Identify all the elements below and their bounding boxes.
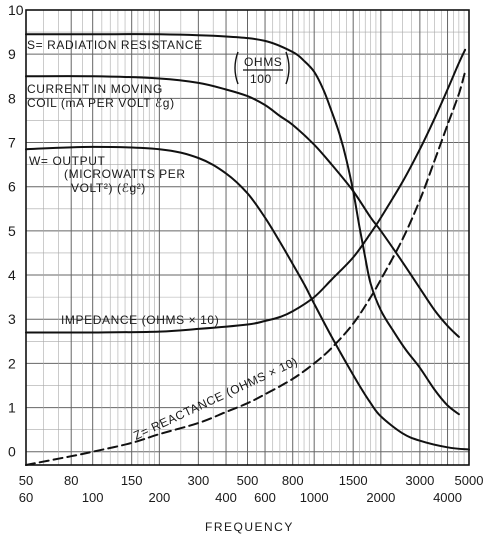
x-tick-label: 400 — [215, 490, 237, 505]
grid — [25, 9, 470, 465]
y-tick-label: 1 — [8, 400, 16, 416]
label-current-line2: COIL (mA PER VOLT ℰg) — [27, 96, 175, 110]
series-current-moving-coil — [25, 75, 460, 338]
y-axis-ticks: 0 1 2 3 4 5 6 7 8 9 10 — [8, 2, 24, 460]
y-tick-label: 7 — [8, 135, 16, 151]
x-tick-label: 600 — [254, 490, 276, 505]
paren-left — [234, 51, 239, 85]
x-tick-label: 1000 — [300, 490, 329, 505]
x-tick-label: 300 — [188, 473, 210, 488]
y-tick-label: 9 — [8, 46, 16, 62]
x-tick-label: 100 — [82, 490, 104, 505]
x-tick-label: 500 — [237, 473, 259, 488]
y-tick-label: 3 — [8, 311, 16, 327]
x-tick-label: 60 — [19, 490, 33, 505]
label-output-line3: VOLT²) (ℰg²) — [71, 181, 146, 195]
label-radiation-unit-top: OHMS — [244, 55, 282, 69]
x-tick-label: 4000 — [433, 490, 462, 505]
x-tick-label: 1500 — [339, 473, 368, 488]
label-output-line2: (MICROWATTS PER — [64, 167, 186, 181]
x-tick-label: 5000 — [455, 473, 484, 488]
label-radiation-resistance: S= RADIATION RESISTANCE — [27, 38, 203, 52]
y-tick-label: 10 — [8, 2, 24, 18]
x-tick-label: 800 — [282, 473, 304, 488]
plot-frame — [25, 9, 470, 466]
label-radiation-ohms-fraction: OHMS 100 — [234, 51, 290, 86]
y-tick-label: 8 — [8, 90, 16, 106]
paren-right — [285, 51, 290, 85]
x-tick-label: 80 — [64, 473, 78, 488]
x-tick-label: 50 — [19, 473, 33, 488]
series-impedance — [25, 48, 467, 334]
x-axis-label: FREQUENCY — [205, 520, 294, 534]
x-tick-label: 150 — [121, 473, 143, 488]
x-tick-label: 2000 — [366, 490, 395, 505]
x-tick-label: 200 — [149, 490, 171, 505]
y-tick-label: 0 — [8, 444, 16, 460]
series-radiation-resistance — [25, 33, 460, 416]
y-tick-label: 5 — [8, 223, 16, 239]
y-tick-label: 2 — [8, 355, 16, 371]
label-radiation-unit-bottom: 100 — [250, 72, 272, 86]
series-output — [25, 145, 470, 451]
label-output-line1: W= OUTPUT — [29, 154, 105, 168]
series-reactance — [25, 70, 467, 466]
y-tick-label: 4 — [8, 267, 16, 283]
series-lines — [25, 33, 470, 466]
label-current-line1: CURRENT IN MOVING — [27, 82, 163, 96]
y-tick-label: 6 — [8, 179, 16, 195]
x-tick-label: 3000 — [405, 473, 434, 488]
label-impedance: IMPEDANCE (OHMS × 10) — [61, 313, 219, 327]
